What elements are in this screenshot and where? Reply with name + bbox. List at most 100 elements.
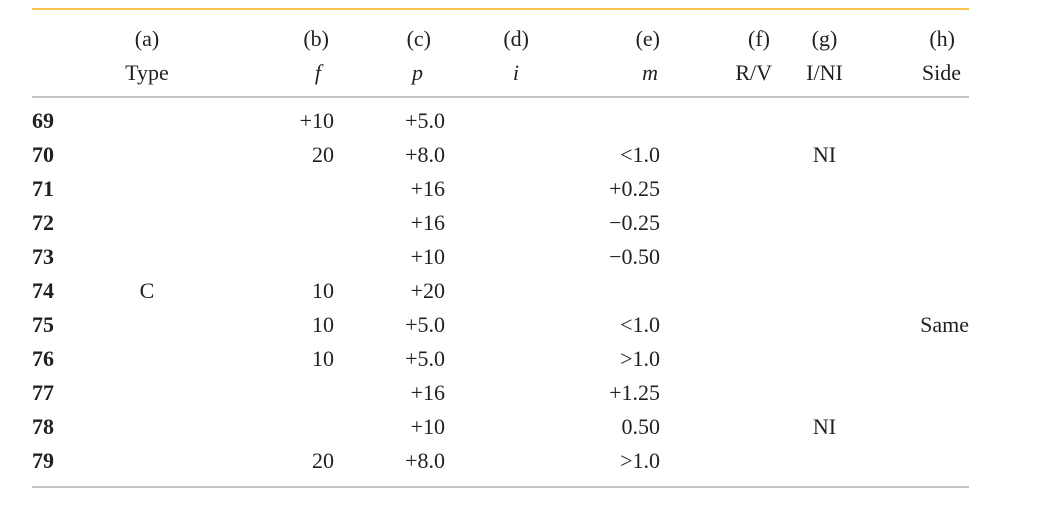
cell-p: +8.0 (405, 448, 445, 473)
table-body: 69 +10 +5.0 70 20 +8.0 <1.0 NI (32, 97, 969, 478)
row-number: 72 (32, 210, 54, 235)
table-row: 78 +10 0.50 NI (32, 410, 969, 444)
cell-rv (662, 274, 772, 308)
cell-side (877, 376, 969, 410)
cell-f: +10 (299, 108, 334, 133)
cell-i (447, 274, 547, 308)
cell-i (447, 206, 547, 240)
cell-type (87, 444, 207, 478)
header-blank-2 (32, 56, 87, 98)
cell-side (877, 274, 969, 308)
cell-i (447, 410, 547, 444)
column-letter-f: (f) (748, 26, 770, 51)
cell-p: +16 (410, 380, 445, 405)
cell-m: +1.25 (609, 380, 660, 405)
header-names-row: Type f p i m R/V I/NI Side (32, 56, 969, 98)
cell-ini: NI (812, 414, 837, 439)
cell-m (547, 97, 662, 138)
row-number: 76 (32, 346, 54, 371)
cell-side (877, 138, 969, 172)
column-letter-a: (a) (134, 26, 160, 51)
cell-rv (662, 240, 772, 274)
column-name-rv: R/V (662, 56, 772, 98)
column-name-m: m (547, 56, 662, 98)
row-number: 69 (32, 108, 54, 133)
column-letter-c: (c) (406, 26, 431, 51)
cell-side: Same (920, 312, 969, 337)
table-row: 79 20 +8.0 >1.0 (32, 444, 969, 478)
row-number: 73 (32, 244, 54, 269)
cell-type (87, 376, 207, 410)
top-rule (32, 8, 969, 10)
cell-p: +16 (410, 210, 445, 235)
row-number: 78 (32, 414, 54, 439)
cell-p: +5.0 (405, 312, 445, 337)
column-name-side: Side (877, 56, 969, 98)
cell-ini (772, 274, 877, 308)
cell-m: −0.25 (609, 210, 660, 235)
cell-side (877, 410, 969, 444)
cell-p: +10 (410, 414, 445, 439)
cell-f (207, 410, 337, 444)
cell-type (87, 206, 207, 240)
cell-rv (662, 97, 772, 138)
cell-rv (662, 342, 772, 376)
table-row: 69 +10 +5.0 (32, 97, 969, 138)
header-blank (32, 10, 87, 56)
cell-ini (772, 206, 877, 240)
cell-type (87, 97, 207, 138)
cell-type: C (139, 278, 155, 303)
cell-f: 10 (312, 278, 334, 303)
cell-m: +0.25 (609, 176, 660, 201)
cell-f: 20 (312, 448, 334, 473)
cell-rv (662, 410, 772, 444)
row-number: 77 (32, 380, 54, 405)
cell-side (877, 172, 969, 206)
cell-rv (662, 444, 772, 478)
cell-m: 0.50 (621, 414, 661, 439)
cell-f: 10 (312, 312, 334, 337)
cell-m: −0.50 (609, 244, 660, 269)
column-letter-d: (d) (503, 26, 529, 51)
cell-i (447, 308, 547, 342)
cell-type (87, 308, 207, 342)
cell-rv (662, 376, 772, 410)
table-row: 76 10 +5.0 >1.0 (32, 342, 969, 376)
cell-f (207, 206, 337, 240)
cell-type (87, 240, 207, 274)
cell-ini (772, 342, 877, 376)
cell-m: >1.0 (620, 448, 660, 473)
cell-i (447, 342, 547, 376)
table-row: 72 +16 −0.25 (32, 206, 969, 240)
cell-rv (662, 138, 772, 172)
cell-ini (772, 376, 877, 410)
cell-i (447, 97, 547, 138)
header-letters-row: (a) (b) (c) (d) (e) (f) (g) (h) (32, 10, 969, 56)
cell-side (877, 206, 969, 240)
cell-f (207, 376, 337, 410)
cell-i (447, 172, 547, 206)
column-letter-h: (h) (929, 26, 955, 51)
column-name-ini: I/NI (772, 56, 877, 98)
table-row: 77 +16 +1.25 (32, 376, 969, 410)
cell-p: +20 (410, 278, 445, 303)
cell-m: <1.0 (620, 312, 660, 337)
problem-table: (a) (b) (c) (d) (e) (f) (g) (h) Type f p… (32, 8, 969, 488)
cell-type (87, 410, 207, 444)
column-letter-e: (e) (635, 26, 660, 51)
row-number: 75 (32, 312, 54, 337)
cell-f (207, 240, 337, 274)
cell-m: >1.0 (620, 346, 660, 371)
cell-p: +10 (410, 244, 445, 269)
column-name-f: f (207, 56, 337, 98)
cell-side (877, 240, 969, 274)
cell-i (447, 240, 547, 274)
row-number: 70 (32, 142, 54, 167)
cell-i (447, 444, 547, 478)
table-row: 74 C 10 +20 (32, 274, 969, 308)
cell-f: 20 (312, 142, 334, 167)
cell-rv (662, 308, 772, 342)
cell-type (87, 342, 207, 376)
cell-rv (662, 172, 772, 206)
column-name-p: p (337, 56, 447, 98)
